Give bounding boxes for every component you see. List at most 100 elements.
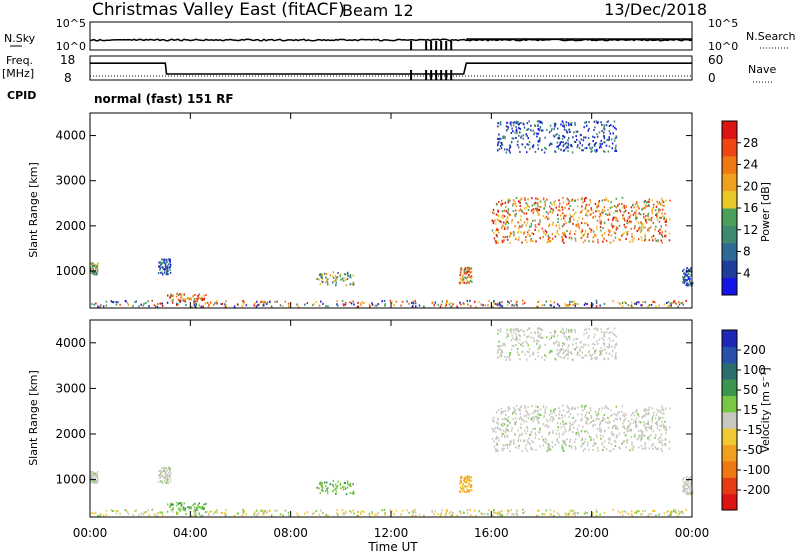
velocity-cell <box>625 413 627 416</box>
power-cell <box>511 219 513 222</box>
power-cell <box>502 202 505 205</box>
power-cell <box>576 146 578 148</box>
velocity-cell <box>505 336 508 339</box>
velocity-cell <box>654 436 656 439</box>
power-cell <box>668 218 671 221</box>
power-cell <box>282 305 284 308</box>
velocity-cell <box>683 490 686 493</box>
velocity-cell <box>586 418 589 421</box>
power-cell <box>625 238 627 240</box>
power-cell <box>650 303 653 306</box>
power-cell <box>629 220 631 223</box>
power-cell <box>583 136 585 139</box>
velocity-cell <box>566 438 568 441</box>
power-cell <box>577 144 579 147</box>
power-cell <box>478 301 480 304</box>
power-cell <box>127 303 130 306</box>
power-cell <box>566 203 568 206</box>
velocity-cell <box>555 414 557 417</box>
velocity-cell <box>650 427 653 430</box>
power-cell <box>352 281 355 284</box>
power-cell <box>96 269 99 272</box>
power-cell <box>514 213 516 216</box>
power-colorbar-tick-label: 4 <box>743 266 751 280</box>
power-cell <box>584 121 586 124</box>
power-cell <box>345 278 347 281</box>
velocity-cell <box>352 490 355 493</box>
velocity-cell <box>627 420 630 423</box>
velocity-cell <box>488 509 490 512</box>
velocity-cell <box>603 414 605 417</box>
power-cell <box>597 121 599 124</box>
power-cell <box>572 222 574 225</box>
velocity-cell <box>525 444 527 447</box>
power-cell <box>587 129 589 132</box>
power-cell <box>640 229 643 232</box>
power-cell <box>193 301 195 304</box>
velocity-cell <box>586 430 588 433</box>
power-cell <box>517 230 520 233</box>
velocity-cell <box>588 350 591 353</box>
power-cell <box>621 196 624 199</box>
velocity-cell <box>690 483 692 485</box>
power-cell <box>630 227 632 230</box>
power-cell <box>333 280 336 282</box>
power-cell <box>502 137 504 139</box>
velocity-cell <box>526 449 528 452</box>
power-cell <box>647 305 649 308</box>
velocity-cell <box>621 410 623 413</box>
power-cell <box>548 236 551 239</box>
velocity-cell <box>570 446 573 449</box>
velocity-cell <box>552 416 554 419</box>
power-cell <box>669 199 671 202</box>
power-cell <box>538 229 540 232</box>
velocity-cell <box>322 511 324 514</box>
velocity-cell <box>601 417 604 419</box>
power-cell <box>574 200 576 202</box>
velocity-cell <box>514 328 516 331</box>
power-cell <box>323 272 326 275</box>
power-cell <box>552 221 554 224</box>
power-cell <box>567 144 570 147</box>
power-cell <box>655 305 657 308</box>
freq-panel <box>89 55 693 81</box>
velocity-cell <box>610 432 613 435</box>
velocity-cell <box>526 429 529 432</box>
power-cell <box>159 268 161 271</box>
velocity-cell <box>619 418 622 421</box>
velocity-cell <box>665 427 667 430</box>
power-cell <box>461 267 463 270</box>
power-cell <box>568 236 571 239</box>
power-cell <box>496 149 499 152</box>
power-cell <box>573 303 576 305</box>
velocity-cell <box>467 484 469 487</box>
power-cell <box>538 120 540 123</box>
velocity-cell <box>351 492 354 495</box>
velocity-cell <box>580 439 583 442</box>
velocity-cell <box>161 514 164 516</box>
power-ytick-label: 1000 <box>55 264 86 278</box>
power-cell <box>90 265 92 268</box>
power-cell <box>605 197 607 200</box>
velocity-cell <box>233 514 236 517</box>
velocity-cell <box>567 346 569 349</box>
power-cell <box>660 239 662 242</box>
power-cell <box>500 220 502 223</box>
velocity-cell <box>561 446 564 449</box>
power-cell <box>644 301 647 304</box>
velocity-cell <box>557 417 560 420</box>
velocity-cell <box>645 427 647 430</box>
velocity-cell <box>654 510 656 513</box>
velocity-cell <box>548 351 551 354</box>
power-cell <box>537 211 539 214</box>
velocity-cell <box>607 346 610 349</box>
power-cell <box>412 302 415 305</box>
velocity-cell <box>556 353 558 356</box>
power-cell <box>160 302 162 305</box>
velocity-cell <box>384 513 386 516</box>
velocity-cell <box>393 513 395 516</box>
velocity-cell <box>575 433 578 436</box>
power-cell <box>509 214 512 216</box>
power-cell <box>469 280 472 283</box>
